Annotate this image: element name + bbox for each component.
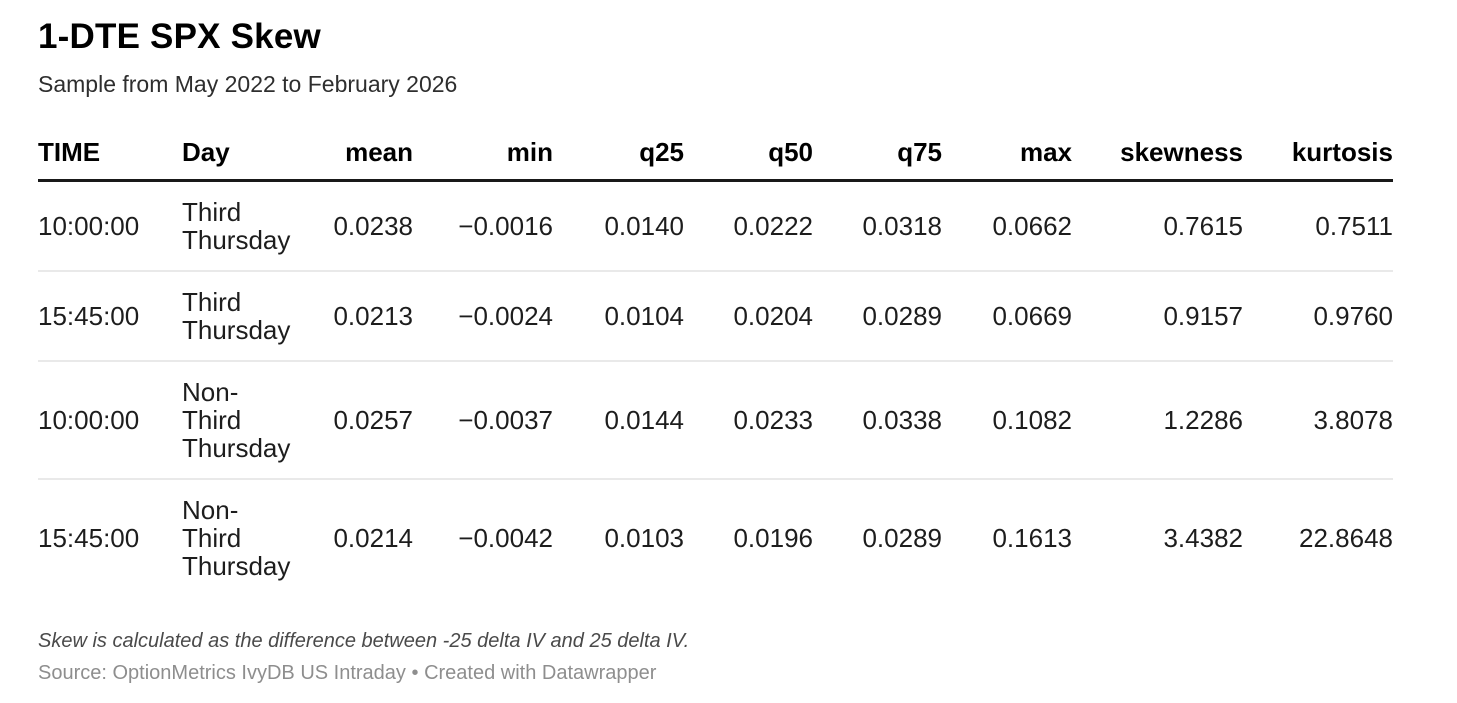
source-name: OptionMetrics IvyDB US Intraday: [112, 662, 406, 684]
column-header-max: max: [1019, 137, 1072, 167]
cell-time: 10:00:00: [38, 211, 140, 241]
page-subtitle: Sample from May 2022 to February 2026: [38, 71, 458, 97]
cell-skewness: 0.9157: [1163, 301, 1243, 331]
cell-day: Non- Third Thursday: [182, 495, 291, 581]
column-header-day: Day: [182, 137, 230, 167]
cell-max: 0.1082: [992, 405, 1072, 435]
column-header-time: TIME: [38, 137, 101, 167]
column-header-skewness: skewness: [1120, 137, 1243, 167]
column-header-mean: mean: [345, 137, 413, 167]
cell-time: 15:45:00: [38, 523, 140, 553]
cell-day: Third Thursday: [182, 197, 291, 255]
cell-mean: 0.0257: [333, 405, 413, 435]
column-header-kurtosis: kurtosis: [1291, 137, 1393, 167]
table-header: TIME Day mean min q25 q50 q75 max skewne…: [38, 138, 1393, 181]
cell-q75: 0.0289: [862, 523, 942, 553]
table-row: 15:45:00 Third Thursday 0.0213 −0.0024 0…: [38, 271, 1393, 361]
column-header-q75: q75: [897, 137, 942, 167]
source-line: Source: OptionMetrics IvyDB US Intraday …: [38, 662, 1393, 685]
cell-q50: 0.0204: [733, 301, 813, 331]
cell-q25: 0.0140: [604, 211, 684, 241]
column-header-q50: q50: [768, 137, 813, 167]
cell-time: 10:00:00: [38, 405, 140, 435]
cell-q25: 0.0104: [604, 301, 684, 331]
column-header-min: min: [506, 137, 553, 167]
datawrapper-credit-link[interactable]: Created with Datawrapper: [424, 662, 657, 684]
cell-q25: 0.0144: [604, 405, 684, 435]
cell-max: 0.1613: [992, 523, 1072, 553]
cell-q50: 0.0222: [733, 211, 813, 241]
data-table: TIME Day mean min q25 q50 q75 max skewne…: [38, 138, 1393, 596]
cell-q75: 0.0289: [862, 301, 942, 331]
cell-skewness: 1.2286: [1163, 405, 1243, 435]
cell-q75: 0.0318: [862, 211, 942, 241]
cell-kurtosis: 0.7511: [1315, 211, 1393, 241]
cell-min: −0.0037: [458, 405, 553, 435]
cell-kurtosis: 22.8648: [1299, 523, 1393, 553]
page-title: 1-DTE SPX Skew: [38, 17, 321, 56]
table-body: 10:00:00 Third Thursday 0.0238 −0.0016 0…: [38, 181, 1393, 597]
bullet-separator: •: [411, 662, 419, 684]
cell-q50: 0.0233: [733, 405, 813, 435]
cell-kurtosis: 0.9760: [1313, 301, 1393, 331]
table-row: 10:00:00 Third Thursday 0.0238 −0.0016 0…: [38, 181, 1393, 271]
cell-mean: 0.0214: [333, 523, 413, 553]
chart-container: 1-DTE SPX Skew Sample from May 2022 to F…: [38, 17, 1393, 685]
cell-skewness: 3.4382: [1163, 523, 1243, 553]
cell-max: 0.0662: [992, 211, 1072, 241]
cell-kurtosis: 3.8078: [1313, 405, 1393, 435]
footnote: Skew is calculated as the difference bet…: [38, 630, 690, 652]
header-row: TIME Day mean min q25 q50 q75 max skewne…: [38, 138, 1393, 181]
column-header-q25: q25: [639, 137, 684, 167]
cell-min: −0.0024: [458, 301, 553, 331]
table-row: 15:45:00 Non- Third Thursday 0.0214 −0.0…: [38, 479, 1393, 596]
source-label: Source:: [38, 662, 107, 684]
cell-day: Non- Third Thursday: [182, 377, 291, 463]
table-row: 10:00:00 Non- Third Thursday 0.0257 −0.0…: [38, 361, 1393, 479]
cell-mean: 0.0238: [333, 211, 413, 241]
cell-min: −0.0016: [458, 211, 553, 241]
cell-day: Third Thursday: [182, 287, 291, 345]
cell-q25: 0.0103: [604, 523, 684, 553]
cell-mean: 0.0213: [333, 301, 413, 331]
cell-max: 0.0669: [992, 301, 1072, 331]
cell-q50: 0.0196: [733, 523, 813, 553]
cell-min: −0.0042: [458, 523, 553, 553]
cell-time: 15:45:00: [38, 301, 140, 331]
cell-q75: 0.0338: [862, 405, 942, 435]
cell-skewness: 0.7615: [1163, 211, 1243, 241]
